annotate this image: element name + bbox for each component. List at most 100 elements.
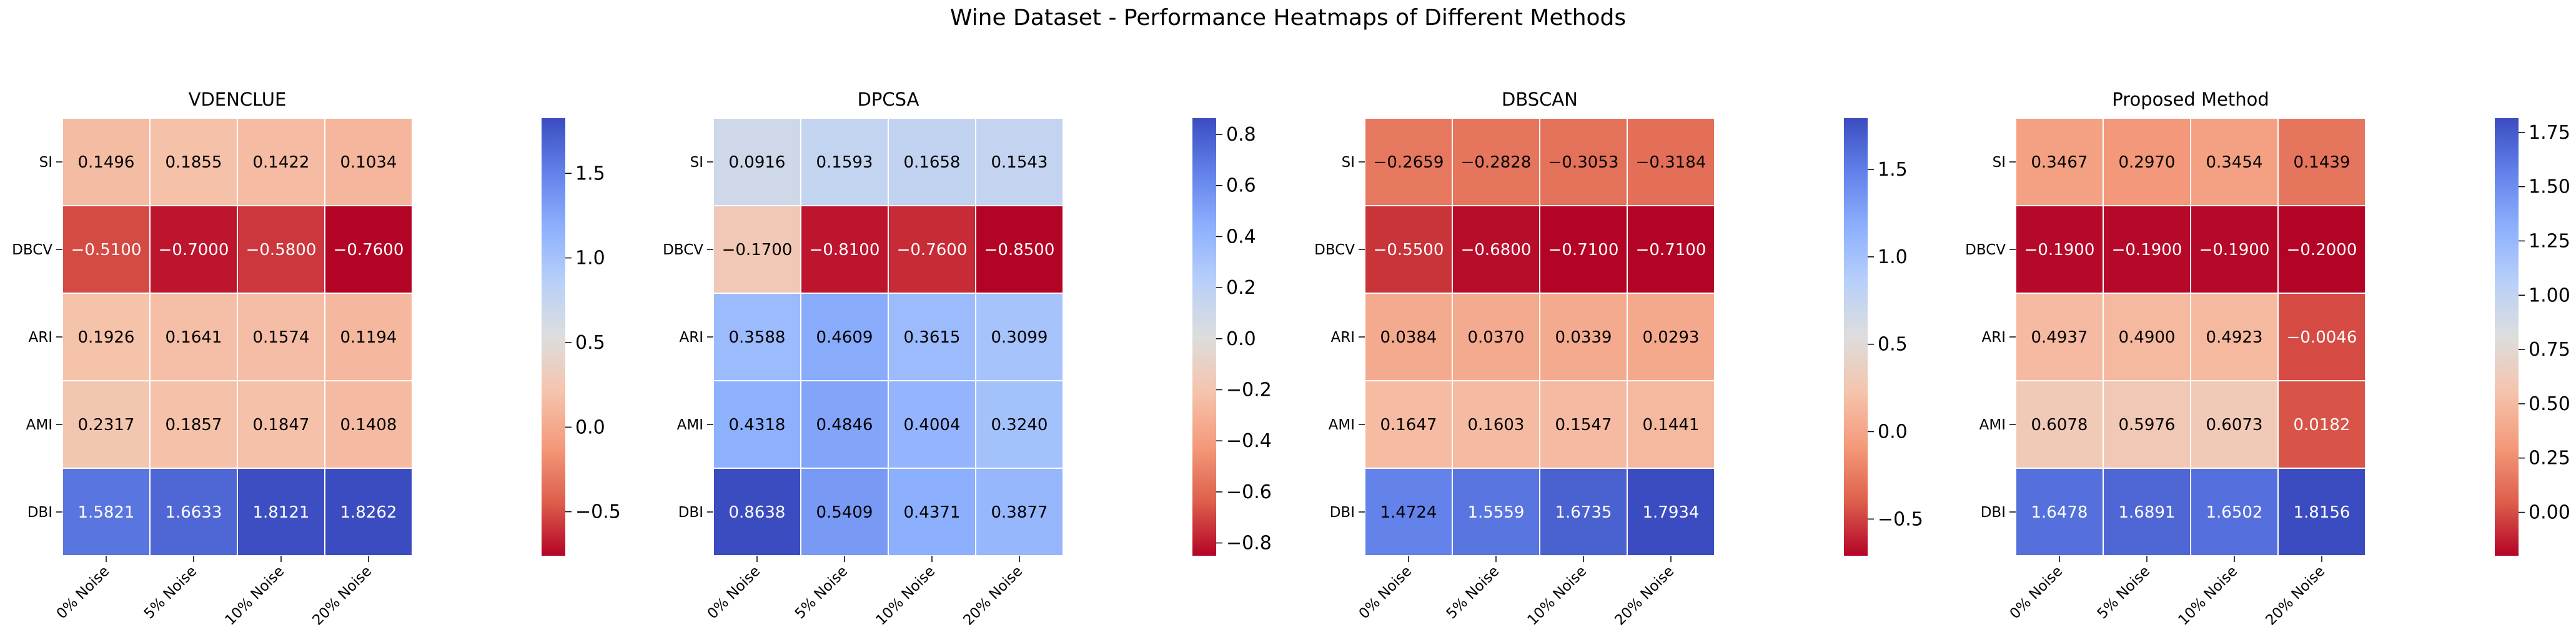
colorbar-tick-label: 1.5 bbox=[575, 163, 605, 184]
colorbar-tick-label: 1.75 bbox=[2529, 122, 2570, 144]
colorbar bbox=[1192, 118, 1216, 556]
heatmap-cell bbox=[2103, 293, 2191, 381]
cell-value-label: 0.1034 bbox=[340, 153, 397, 172]
colorbar-tick-label: −0.2 bbox=[1226, 379, 1272, 401]
colorbar-tick-label: 0.4 bbox=[1226, 226, 1256, 248]
cell-value-label: 0.1603 bbox=[1468, 416, 1525, 434]
heatmap-cell bbox=[2277, 293, 2366, 381]
cell-value-label: 0.4609 bbox=[816, 328, 873, 347]
chart-title: DBSCAN bbox=[1502, 89, 1578, 110]
heatmap-cell bbox=[1539, 293, 1628, 381]
cell-value-label: −0.7100 bbox=[1636, 241, 1707, 259]
heatmap-cell bbox=[237, 118, 325, 206]
heatmap-cell bbox=[713, 118, 801, 206]
x-tick-label: 0% Noise bbox=[2007, 563, 2066, 622]
cell-value-label: −0.1900 bbox=[2024, 241, 2095, 259]
heatmap-panel-2: DPCSA 0.0916 0.1593 0.1658 0.1543 −0.1700 −0.8… bbox=[663, 89, 1272, 629]
heatmap-cell bbox=[1627, 205, 1715, 294]
cell-value-label: −0.2659 bbox=[1374, 153, 1444, 172]
cell-value-label: −0.1900 bbox=[2112, 241, 2182, 259]
cell-value-label: 0.1194 bbox=[340, 328, 397, 347]
heatmap-cell bbox=[149, 468, 238, 556]
y-tick-label: AMI bbox=[1979, 417, 2006, 433]
colorbar-tick-label: 0.00 bbox=[2529, 502, 2570, 524]
heatmap-cell bbox=[1364, 118, 1453, 206]
cell-value-label: 0.1439 bbox=[2294, 153, 2351, 172]
colorbar-tick-label: 0.6 bbox=[1226, 175, 1256, 197]
cell-value-label: 0.1574 bbox=[253, 328, 310, 347]
heatmap-cell bbox=[324, 468, 413, 556]
y-tick-label: ARI bbox=[1982, 329, 2006, 346]
x-tick-label: 20% Noise bbox=[1612, 563, 1677, 629]
cell-value-label: −0.7000 bbox=[159, 241, 229, 259]
heatmap-cell bbox=[1539, 205, 1628, 294]
heatmap-cell bbox=[1364, 293, 1453, 381]
heatmap-cell bbox=[237, 205, 325, 294]
y-tick-label: DBCV bbox=[12, 242, 52, 258]
heatmap-cell bbox=[800, 118, 889, 206]
y-tick-label: SI bbox=[39, 154, 52, 171]
cell-value-label: 0.6073 bbox=[2206, 416, 2263, 434]
y-tick-label: DBI bbox=[1330, 504, 1355, 521]
cell-value-label: 0.1543 bbox=[991, 153, 1048, 172]
colorbar-tick-label: 0.50 bbox=[2529, 393, 2570, 415]
cell-value-label: 1.7934 bbox=[1643, 503, 1700, 522]
heatmap-cell bbox=[2277, 205, 2366, 294]
y-tick-label: ARI bbox=[29, 329, 53, 346]
cell-value-label: −0.5500 bbox=[1374, 241, 1444, 259]
heatmap-cell bbox=[1364, 205, 1453, 294]
colorbar bbox=[2495, 118, 2519, 556]
cell-value-label: 1.8121 bbox=[253, 503, 310, 522]
heatmap-cell bbox=[149, 293, 238, 381]
cell-value-label: 0.0339 bbox=[1555, 328, 1612, 347]
heatmap-cell bbox=[237, 468, 325, 556]
colorbar-tick-label: 0.25 bbox=[2529, 448, 2570, 469]
colorbar-tick-label: 0.5 bbox=[575, 332, 605, 354]
x-tick-label: 5% Noise bbox=[1444, 563, 1502, 622]
heatmap-cell bbox=[1364, 380, 1453, 469]
cell-value-label: −0.3184 bbox=[1636, 153, 1707, 172]
y-tick-label: DBCV bbox=[1314, 242, 1355, 258]
heatmap-cell bbox=[1627, 293, 1715, 381]
cell-value-label: 0.3454 bbox=[2206, 153, 2263, 172]
heatmap-cell bbox=[888, 293, 976, 381]
cell-value-label: 0.3615 bbox=[904, 328, 961, 347]
cell-value-label: 0.3240 bbox=[991, 416, 1048, 434]
cell-value-label: 0.4371 bbox=[904, 503, 961, 522]
heatmap-cell bbox=[324, 380, 413, 469]
colorbar-tick-label: 1.5 bbox=[1878, 159, 1908, 181]
heatmap-cell bbox=[975, 293, 1064, 381]
cell-value-label: 1.8262 bbox=[340, 503, 397, 522]
heatmap-cell bbox=[62, 468, 151, 556]
heatmap-cell bbox=[149, 118, 238, 206]
cell-value-label: −0.6800 bbox=[1461, 241, 1532, 259]
colorbar-tick-label: 1.25 bbox=[2529, 230, 2570, 252]
heatmap-cell bbox=[1627, 468, 1715, 556]
colorbar-tick-label: 0.0 bbox=[1226, 328, 1256, 350]
cell-value-label: 0.0182 bbox=[2294, 416, 2351, 434]
y-tick-label: ARI bbox=[1331, 329, 1355, 346]
colorbar-tick-label: 1.0 bbox=[1878, 246, 1908, 268]
cell-value-label: 0.0293 bbox=[1643, 328, 1700, 347]
cell-value-label: −0.2828 bbox=[1461, 153, 1532, 172]
cell-value-label: 0.1496 bbox=[78, 153, 135, 172]
cell-value-label: 0.4004 bbox=[904, 416, 961, 434]
cell-value-label: −0.0046 bbox=[2287, 328, 2357, 347]
y-tick-label: DBCV bbox=[1965, 242, 2006, 258]
y-tick-label: DBI bbox=[678, 504, 703, 521]
x-tick-label: 20% Noise bbox=[960, 563, 1026, 629]
cell-value-label: 0.6078 bbox=[2031, 416, 2088, 434]
chart-title: Proposed Method bbox=[2112, 89, 2269, 110]
cell-value-label: −0.2000 bbox=[2287, 241, 2357, 259]
cell-value-label: −0.7600 bbox=[334, 241, 404, 259]
colorbar-tick-label: 1.00 bbox=[2529, 284, 2570, 306]
heatmap-cell bbox=[800, 468, 889, 556]
cell-value-label: −0.7600 bbox=[897, 241, 968, 259]
y-tick-label: SI bbox=[690, 154, 703, 171]
heatmap-cell bbox=[975, 380, 1064, 469]
colorbar-tick-label: −0.5 bbox=[575, 501, 621, 523]
x-tick-label: 10% Noise bbox=[222, 563, 287, 629]
cell-value-label: 0.1647 bbox=[1380, 416, 1437, 434]
cell-value-label: 0.1658 bbox=[904, 153, 961, 172]
